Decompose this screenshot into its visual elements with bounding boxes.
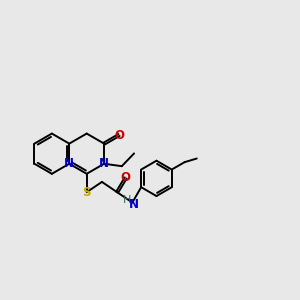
Text: N: N: [99, 157, 109, 170]
Text: O: O: [121, 172, 131, 184]
Text: H: H: [123, 195, 131, 205]
Text: N: N: [64, 157, 74, 170]
Text: N: N: [129, 198, 139, 211]
Text: S: S: [82, 186, 91, 199]
Text: O: O: [114, 128, 124, 142]
